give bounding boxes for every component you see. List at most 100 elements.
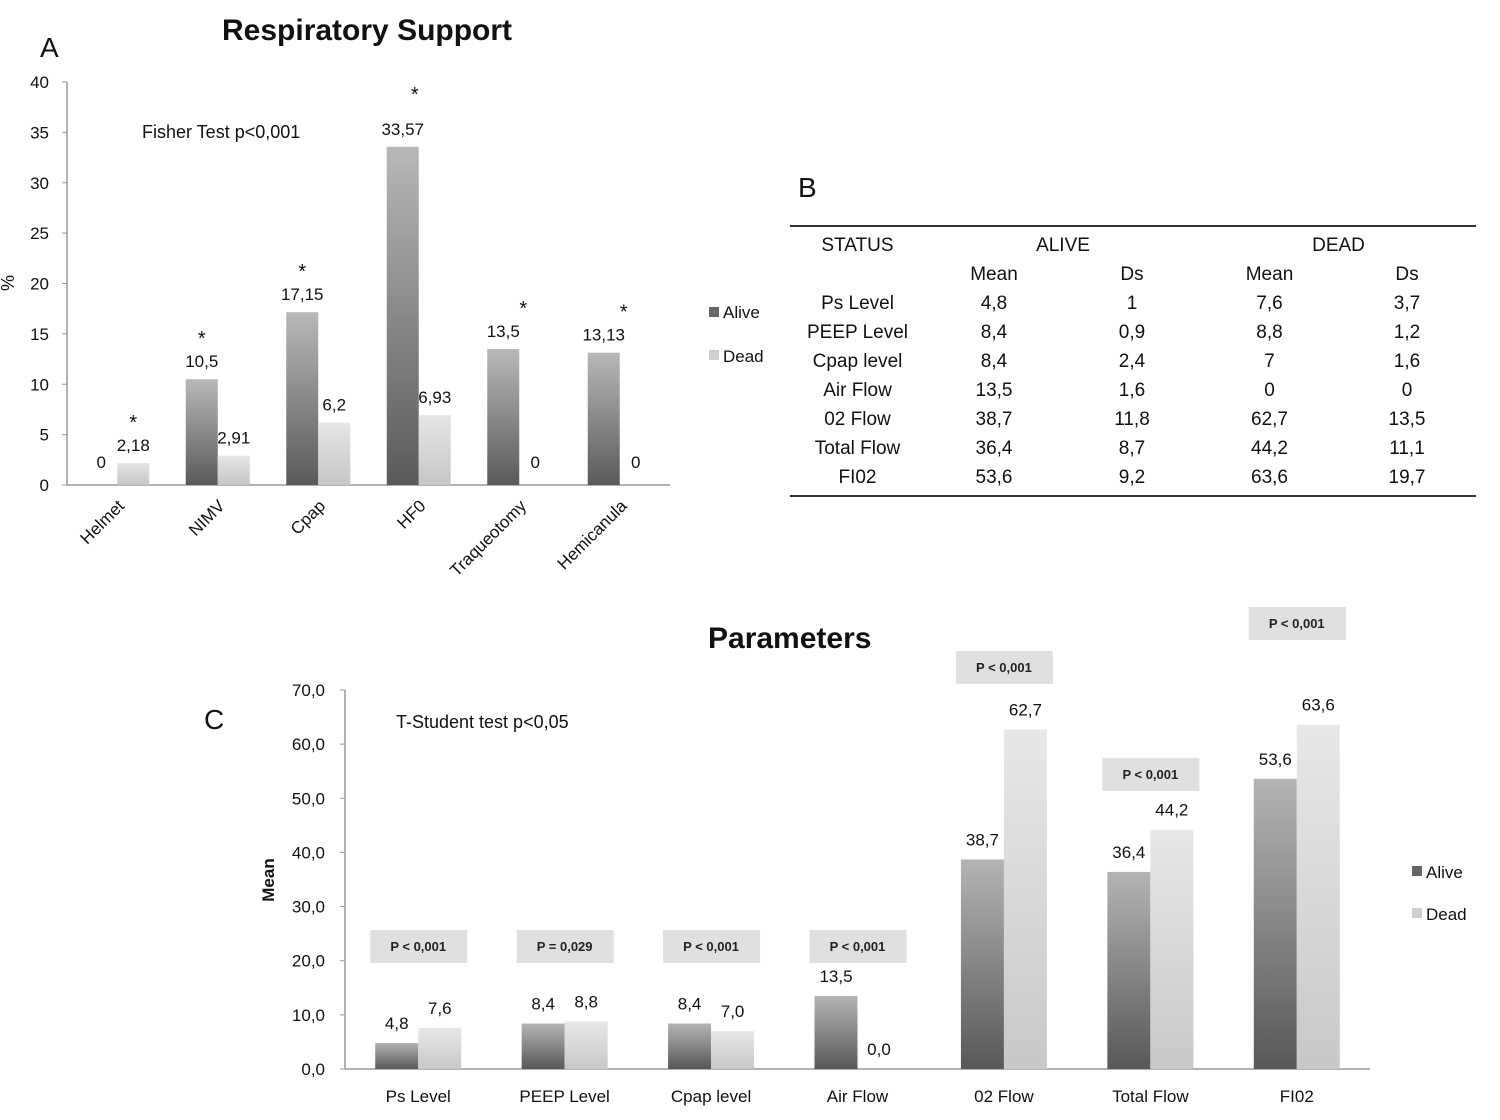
- x-tick-label: FI02: [1280, 1087, 1314, 1106]
- table-cell: 4,8: [980, 292, 1008, 314]
- panel-b-letter: B: [798, 172, 817, 203]
- table-top-rule: [790, 225, 1476, 227]
- table-row: 02 Flow 38,7 11,8 62,7 13,5: [790, 405, 1476, 434]
- p-value-label: P < 0,001: [830, 939, 886, 954]
- data-label-dead: 2,18: [117, 436, 150, 455]
- y-tick-label: 50,0: [292, 789, 325, 808]
- bar-alive: [1107, 871, 1151, 1069]
- table-cell: 44,2: [1251, 437, 1288, 459]
- table-row: FI02 53,6 9,2 63,6 19,7: [790, 463, 1476, 492]
- bar-dead: [1296, 724, 1340, 1069]
- p-value-box: [809, 930, 907, 963]
- table-row-label: Ps Level: [821, 292, 894, 314]
- bar-dead: [418, 1027, 462, 1069]
- panel-c-title: Parameters: [708, 622, 872, 655]
- bar-alive: [185, 379, 218, 485]
- data-label-alive: 33,57: [381, 120, 424, 139]
- bar-dead: [1003, 729, 1047, 1069]
- p-value-box: [663, 930, 761, 963]
- p-value-label: P < 0,001: [1269, 616, 1325, 631]
- bar-dead: [117, 463, 150, 485]
- data-label-dead: 44,2: [1155, 801, 1188, 820]
- y-tick-label: 20,0: [292, 952, 325, 971]
- bar-alive: [587, 352, 620, 485]
- significance-star: *: [198, 328, 206, 350]
- bar-dead: [418, 415, 451, 485]
- table-cell: 8,4: [980, 350, 1008, 372]
- table-cell: 1,6: [1118, 379, 1146, 401]
- x-tick-label: Total Flow: [1112, 1087, 1189, 1106]
- table-cell: 7: [1264, 350, 1275, 372]
- data-label-alive: 0: [97, 453, 106, 472]
- data-label-alive: 10,5: [185, 352, 218, 371]
- bar-alive: [521, 1023, 565, 1069]
- legend-swatch-dead: [709, 350, 719, 360]
- table-cell: 3,7: [1393, 292, 1421, 314]
- panel-a-letter: A: [40, 32, 59, 63]
- y-tick-label: 60,0: [292, 735, 325, 754]
- data-label-dead: 0: [631, 453, 640, 472]
- table-row-label: 02 Flow: [824, 408, 891, 430]
- y-tick-label: 15: [30, 325, 49, 344]
- data-label-alive: 13,5: [487, 322, 520, 341]
- y-tick-label: 35: [30, 123, 49, 142]
- table-cell: 7,6: [1256, 292, 1283, 314]
- table-cell: 62,7: [1251, 408, 1288, 430]
- data-label-dead: 0: [531, 453, 540, 472]
- p-value-box: [955, 651, 1053, 684]
- y-tick-label: 40,0: [292, 843, 325, 862]
- parameters-table: STATUS ALIVE DEAD Mean Ds Mean Ds Ps Lev…: [790, 225, 1476, 492]
- table-row-label: PEEP Level: [806, 321, 909, 343]
- table-cell: 1,2: [1393, 321, 1421, 343]
- table-cell: 11,8: [1114, 408, 1150, 430]
- p-value-box: [1248, 607, 1346, 640]
- x-tick-label: Air Flow: [827, 1087, 889, 1106]
- data-label-alive: 8,4: [531, 995, 555, 1014]
- table-cell: 11,1: [1389, 437, 1425, 459]
- table-cell: 13,5: [975, 379, 1013, 401]
- legend-swatch-alive: [709, 307, 719, 317]
- table-cell: 13,5: [1388, 408, 1426, 430]
- panel-a-title: Respiratory Support: [222, 14, 513, 47]
- data-label-dead: 7,6: [428, 999, 452, 1018]
- data-label-dead: 0,0: [867, 1040, 891, 1059]
- data-label-alive: 8,4: [678, 995, 702, 1014]
- x-tick-label: PEEP Level: [519, 1087, 609, 1106]
- significance-star: *: [298, 261, 306, 283]
- legend-swatch-dead: [1412, 908, 1422, 918]
- y-tick-label: 25: [30, 224, 49, 243]
- data-label-alive: 53,6: [1259, 750, 1292, 769]
- table-row: PEEP Level 8,4 0,9 8,8 1,2: [790, 318, 1476, 347]
- y-axis-label: %: [0, 275, 18, 291]
- data-label-alive: 4,8: [385, 1014, 409, 1033]
- legend-swatch-alive: [1412, 866, 1422, 876]
- data-label-alive: 38,7: [966, 830, 999, 849]
- table-cell: 38,7: [975, 408, 1013, 430]
- table-row: Air Flow 13,5 1,6 0 0: [790, 376, 1476, 405]
- y-tick-label: 70,0: [292, 681, 325, 700]
- p-value-label: P < 0,001: [1122, 767, 1178, 782]
- bar-dead: [217, 455, 250, 485]
- table-cell: 8,4: [980, 321, 1008, 343]
- data-label-alive: 13,5: [819, 967, 852, 986]
- data-label-dead: 8,8: [574, 992, 598, 1011]
- legend-label-alive: Alive: [1426, 863, 1463, 882]
- significance-star: *: [411, 84, 419, 106]
- y-tick-label: 0,0: [301, 1060, 325, 1079]
- p-value-label: P < 0,001: [683, 939, 739, 954]
- p-value-label: P = 0,029: [537, 939, 593, 954]
- y-tick-label: 10,0: [292, 1006, 325, 1025]
- table-header-status: STATUS: [821, 234, 894, 256]
- table-row-label: Total Flow: [814, 437, 901, 459]
- table-bottom-rule: [790, 495, 1476, 497]
- p-value-box: [516, 930, 614, 963]
- y-tick-label: 40: [30, 73, 49, 92]
- table-header-alive: ALIVE: [1036, 234, 1090, 256]
- data-label-dead: 62,7: [1009, 701, 1042, 720]
- table-cell: 1: [1126, 292, 1138, 314]
- significance-star: *: [129, 412, 137, 434]
- table-row: Total Flow 36,4 8,7 44,2 11,1: [790, 434, 1476, 463]
- x-tick-label: Cpap level: [671, 1087, 751, 1106]
- table-cell: 53,6: [975, 466, 1013, 488]
